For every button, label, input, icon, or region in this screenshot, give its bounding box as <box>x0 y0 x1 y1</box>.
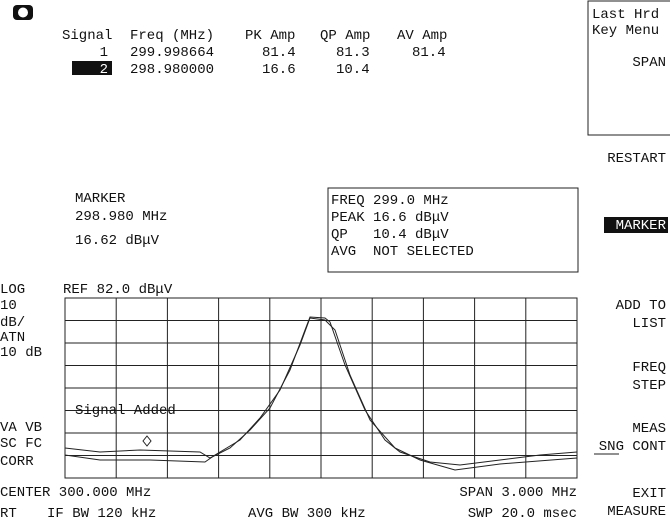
cell: 2 <box>100 62 108 78</box>
softkey[interactable]: STEP <box>632 378 666 394</box>
scale-line: dB/ <box>0 315 25 331</box>
scale-line: 10 dB <box>0 345 42 361</box>
if-bw: IF BW 120 kHz <box>47 506 156 522</box>
softkey[interactable]: Key Menu <box>592 23 659 39</box>
softkey[interactable]: SNG CONT <box>599 439 666 455</box>
scale-type: LOG <box>0 282 25 298</box>
scale-line: ATN <box>0 330 25 346</box>
col-header: QP Amp <box>320 28 370 44</box>
avg-bw: AVG BW 300 kHz <box>248 506 366 522</box>
marker-box-line: QP 10.4 dBμV <box>331 227 449 243</box>
cell: 81.3 <box>336 45 370 61</box>
signal-table: Signal Freq (MHz) PK Amp QP Amp AV Amp 1… <box>62 28 447 78</box>
col-header: PK Amp <box>245 28 295 44</box>
softkey[interactable]: ADD TO <box>616 298 666 314</box>
hp-logo-mark <box>18 7 28 18</box>
marker-amp: 16.62 dBμV <box>75 233 160 249</box>
cell: 81.4 <box>412 45 446 61</box>
marker-diamond <box>142 435 152 447</box>
marker-freq: 298.980 MHz <box>75 209 167 225</box>
annotation: Signal Added <box>75 403 176 419</box>
status: VA VB <box>0 420 42 436</box>
rt: RT <box>0 506 17 522</box>
row-highlight <box>72 61 112 75</box>
softkey[interactable]: EXIT <box>632 486 666 502</box>
softkey[interactable]: MEAS <box>632 421 666 437</box>
softkey-highlight <box>604 217 668 233</box>
sweep: SWP 20.0 msec <box>468 506 577 522</box>
marker-label: MARKER <box>75 191 126 207</box>
cell: 81.4 <box>262 45 296 61</box>
softkey[interactable]: MEASURE <box>607 504 666 520</box>
softkeys: Last Hrd Key Menu SPAN RESTART MARKER AD… <box>587 0 670 520</box>
marker-box-line: AVG NOT SELECTED <box>331 244 474 260</box>
col-header: AV Amp <box>397 28 447 44</box>
status: CORR <box>0 454 34 470</box>
cell: 16.6 <box>262 62 296 78</box>
col-header: Signal <box>62 28 112 44</box>
softkey[interactable]: FREQ <box>632 360 666 376</box>
status: SC FC <box>0 436 42 452</box>
marker-box <box>327 187 579 273</box>
softkey[interactable]: Last Hrd <box>592 7 659 23</box>
softkey[interactable]: RESTART <box>607 151 666 167</box>
scale-line: 10 <box>0 298 17 314</box>
cell: 1 <box>100 45 108 61</box>
trace <box>64 317 578 471</box>
marker-box-line: PEAK 16.6 dBμV <box>331 210 449 226</box>
col-header: Freq (MHz) <box>130 28 214 44</box>
span: SPAN 3.000 MHz <box>459 485 577 501</box>
graticule <box>64 297 578 479</box>
softkey[interactable]: SPAN <box>632 55 666 71</box>
softkey[interactable]: LIST <box>632 316 666 332</box>
cell: 299.998664 <box>130 45 214 61</box>
trace <box>64 316 578 466</box>
softkey-box <box>587 0 670 136</box>
center-freq: CENTER 300.000 MHz <box>0 485 151 501</box>
cell: 10.4 <box>336 62 370 78</box>
ref-level: REF 82.0 dBμV <box>63 282 173 298</box>
marker-box-line: FREQ 299.0 MHz <box>331 193 449 209</box>
cell: 298.980000 <box>130 62 214 78</box>
softkey[interactable]: MARKER <box>616 218 667 234</box>
